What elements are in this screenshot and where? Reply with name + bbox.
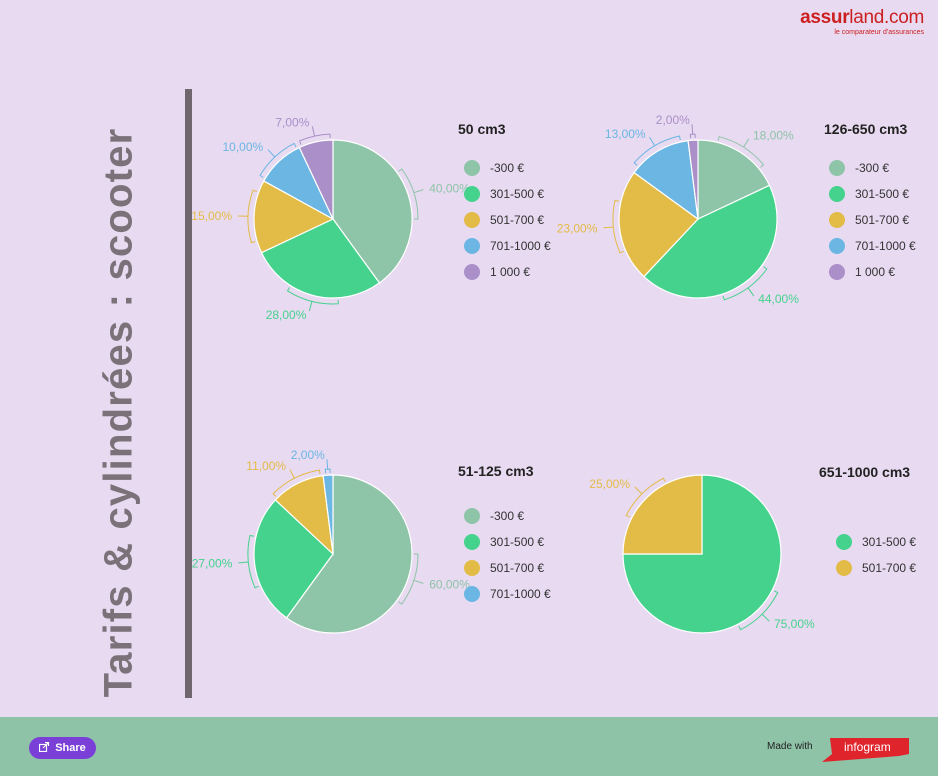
data-label-701-1000: 13,00% bbox=[605, 127, 646, 141]
pie-chart-50-cm3: 40,00% 28,00% 15,00% 10,00% 7,00% 50 cm3 -300 … bbox=[191, 115, 551, 322]
logo-wordmark-rest: land.com bbox=[849, 7, 924, 28]
title-divider bbox=[185, 89, 192, 698]
legend-swatch-301-500 bbox=[829, 186, 845, 202]
label-leader-701-1000 bbox=[324, 459, 331, 474]
data-label-501-700: 15,00% bbox=[191, 209, 232, 223]
label-leader-501-700 bbox=[237, 189, 257, 244]
label-leader-501-700 bbox=[603, 199, 624, 254]
infogram-badge[interactable]: infogram bbox=[820, 736, 910, 762]
data-label-701-1000: 10,00% bbox=[222, 140, 263, 154]
footer-bar: Share Made with infogram bbox=[0, 717, 938, 776]
logo-tagline: le comparateur d'assurances bbox=[834, 29, 924, 36]
pie-slice-301-500 bbox=[643, 184, 778, 299]
data-label-300: 60,00% bbox=[429, 578, 470, 592]
legend-swatch-501-700 bbox=[464, 560, 480, 576]
data-label-1-000: 2,00% bbox=[656, 113, 690, 127]
pie-chart-51-125-cm3: 60,00% 27,00% 11,00% 2,00% 51-125 cm3 -300 € 3… bbox=[192, 448, 551, 634]
data-label-301-500: 27,00% bbox=[192, 556, 233, 570]
infogram-brand: infogram bbox=[844, 740, 891, 754]
made-with-label: Made with bbox=[767, 741, 813, 752]
data-label-300: 18,00% bbox=[753, 128, 794, 142]
legend-swatch-301-500 bbox=[464, 534, 480, 550]
legend-label-300: -300 € bbox=[490, 509, 524, 523]
label-leader-1-000 bbox=[298, 126, 331, 145]
legend-label-301-500: 301-500 € bbox=[862, 535, 916, 549]
legend-label-501-700: 501-700 € bbox=[862, 561, 916, 575]
pie-chart-126-650-cm3: 18,00% 44,00% 23,00% 13,00% 2,00% 126-650 cm3… bbox=[557, 113, 916, 306]
pie-slice-501-700 bbox=[618, 171, 699, 278]
legend-swatch-300 bbox=[464, 160, 480, 176]
legend-label-701-1000: 701-1000 € bbox=[855, 239, 916, 253]
legend-label-501-700: 501-700 € bbox=[490, 213, 544, 227]
data-label-501-700: 25,00% bbox=[589, 477, 630, 491]
legend-swatch-300 bbox=[464, 508, 480, 524]
data-label-300: 40,00% bbox=[429, 181, 470, 195]
pie-slice-300 bbox=[332, 139, 413, 284]
legend-swatch-701-1000 bbox=[464, 238, 480, 254]
pie-slice-501-700 bbox=[253, 180, 335, 254]
legend-swatch-301-500 bbox=[836, 534, 852, 550]
label-leader-301-500 bbox=[722, 266, 768, 301]
legend-label-301-500: 301-500 € bbox=[490, 187, 544, 201]
pie-slice-501-700 bbox=[622, 474, 703, 555]
pie-slice-300 bbox=[697, 139, 771, 220]
chart-title: 651-1000 cm3 bbox=[819, 464, 910, 480]
label-leader-501-700 bbox=[625, 477, 666, 518]
legend-label-300: -300 € bbox=[490, 161, 524, 175]
label-leader-1-000 bbox=[689, 124, 696, 139]
data-label-301-500: 44,00% bbox=[758, 292, 799, 306]
label-leader-501-700 bbox=[272, 469, 321, 497]
label-leader-300 bbox=[717, 136, 765, 168]
legend-label-701-1000: 701-1000 € bbox=[490, 587, 551, 601]
assurland-logo: assurland.com le comparateur d'assurance… bbox=[800, 7, 924, 37]
legend-swatch-501-700 bbox=[836, 560, 852, 576]
share-label: Share bbox=[55, 742, 86, 754]
chart-title: 126-650 cm3 bbox=[824, 121, 908, 137]
data-label-301-500: 28,00% bbox=[266, 308, 307, 322]
pie-slice-301-500 bbox=[260, 218, 381, 299]
legend-swatch-701-1000 bbox=[829, 238, 845, 254]
data-label-501-700: 11,00% bbox=[246, 459, 286, 473]
legend-swatch-701-1000 bbox=[464, 586, 480, 602]
legend-label-301-500: 301-500 € bbox=[855, 187, 909, 201]
data-label-701-1000: 2,00% bbox=[291, 448, 325, 462]
label-leader-701-1000 bbox=[633, 135, 681, 166]
share-button[interactable]: Share bbox=[29, 737, 96, 759]
legend-label-301-500: 301-500 € bbox=[490, 535, 544, 549]
legend-swatch-300 bbox=[829, 160, 845, 176]
logo-wordmark-bold: assur bbox=[800, 7, 850, 28]
legend-swatch-301-500 bbox=[464, 186, 480, 202]
legend-swatch-501-700 bbox=[464, 212, 480, 228]
data-label-501-700: 23,00% bbox=[557, 221, 598, 235]
label-leader-300 bbox=[398, 553, 424, 605]
label-leader-701-1000 bbox=[259, 142, 297, 178]
legend-swatch-1-000 bbox=[829, 264, 845, 280]
legend-label-1-000: 1 000 € bbox=[855, 265, 895, 279]
chart-title: 50 cm3 bbox=[458, 121, 506, 137]
pie-slice-1-000 bbox=[298, 139, 334, 220]
label-leader-301-500 bbox=[238, 534, 259, 589]
legend-label-501-700: 501-700 € bbox=[490, 561, 544, 575]
pie-slice-701-1000 bbox=[633, 139, 699, 221]
legend-label-300: -300 € bbox=[855, 161, 889, 175]
pie-slice-1-000 bbox=[687, 139, 699, 220]
pie-charts: 40,00% 28,00% 15,00% 10,00% 7,00% 50 cm3 -300 … bbox=[191, 113, 916, 634]
chart-title: 51-125 cm3 bbox=[458, 463, 534, 479]
data-label-301-500: 75,00% bbox=[774, 617, 815, 631]
share-icon bbox=[39, 741, 50, 755]
label-leader-301-500 bbox=[286, 287, 339, 312]
label-leader-300 bbox=[398, 168, 424, 220]
legend-swatch-1-000 bbox=[464, 264, 480, 280]
legend-label-501-700: 501-700 € bbox=[855, 213, 909, 227]
legend-label-701-1000: 701-1000 € bbox=[490, 239, 551, 253]
pie-slice-301-500 bbox=[253, 499, 334, 619]
legend-label-1-000: 1 000 € bbox=[490, 265, 530, 279]
pie-slice-300 bbox=[285, 474, 413, 634]
data-label-1-000: 7,00% bbox=[275, 115, 309, 129]
legend-swatch-501-700 bbox=[829, 212, 845, 228]
pie-chart-651-1000-cm3: 75,00% 25,00% 651-1000 cm3 301-500 € 501-700… bbox=[589, 464, 916, 634]
pie-slice-701-1000 bbox=[322, 474, 334, 555]
label-leader-301-500 bbox=[738, 590, 779, 631]
